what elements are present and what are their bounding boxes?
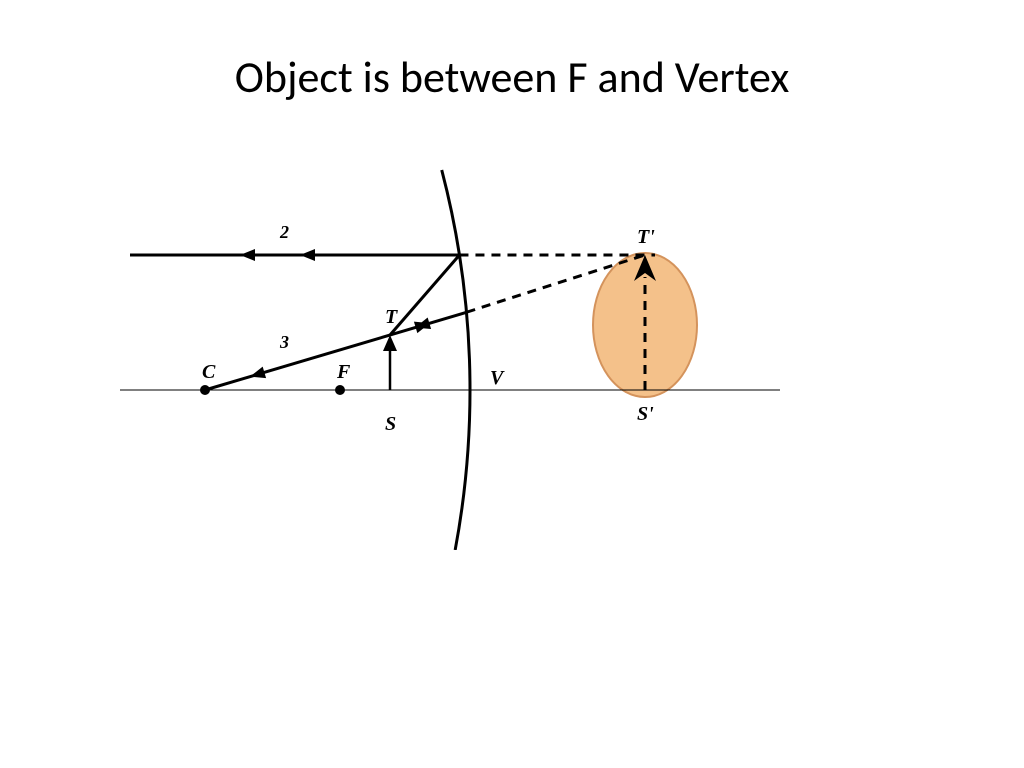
- svg-text:F: F: [336, 361, 351, 383]
- svg-text:V: V: [490, 367, 505, 389]
- svg-text:3: 3: [279, 332, 289, 352]
- svg-text:T': T': [637, 226, 655, 248]
- slide-title: Object is between F and Vertex: [0, 0, 1024, 104]
- svg-text:S: S: [385, 413, 396, 435]
- svg-text:C: C: [202, 361, 216, 383]
- svg-text:2: 2: [279, 222, 289, 242]
- optics-diagram: C F V S T T' S' 2 3: [100, 150, 800, 550]
- svg-text:S': S': [637, 403, 654, 425]
- svg-text:T: T: [385, 306, 398, 328]
